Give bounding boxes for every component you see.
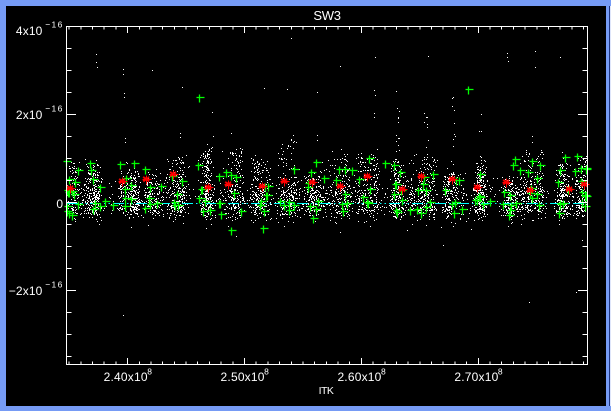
svg-text:−2x10: −2x10 bbox=[9, 284, 43, 298]
svg-text:ITK: ITK bbox=[319, 385, 334, 397]
svg-text:2.50x10: 2.50x10 bbox=[221, 370, 265, 384]
svg-text:−16: −16 bbox=[45, 280, 64, 290]
svg-text:8: 8 bbox=[147, 367, 152, 377]
svg-text:8: 8 bbox=[381, 367, 386, 377]
svg-text:−16: −16 bbox=[45, 20, 64, 30]
svg-text:2.40x10: 2.40x10 bbox=[104, 370, 148, 384]
svg-text:8: 8 bbox=[264, 367, 269, 377]
svg-text:2.70x10: 2.70x10 bbox=[454, 370, 498, 384]
svg-text:8: 8 bbox=[498, 367, 503, 377]
svg-text:2x10: 2x10 bbox=[16, 108, 43, 122]
svg-text:−16: −16 bbox=[45, 104, 64, 114]
svg-text:4x10: 4x10 bbox=[16, 24, 43, 38]
svg-text:2.60x10: 2.60x10 bbox=[337, 370, 381, 384]
svg-text:SW3: SW3 bbox=[313, 8, 340, 23]
svg-text:0: 0 bbox=[56, 197, 63, 211]
